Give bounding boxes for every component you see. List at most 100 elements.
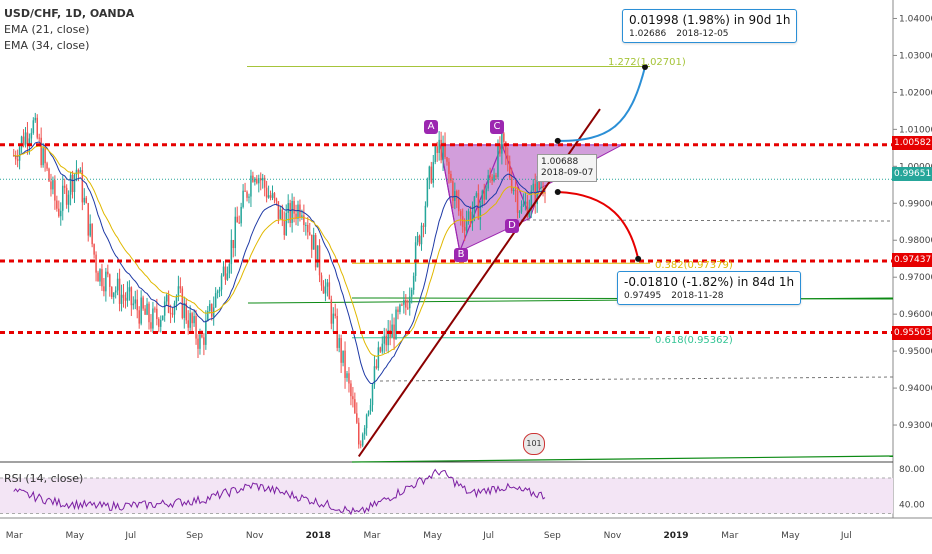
candle-body xyxy=(273,193,276,199)
x-tick-label: Mar xyxy=(364,531,381,541)
candle-body xyxy=(430,166,433,183)
pattern-point-a[interactable]: A xyxy=(424,120,438,134)
candle-body xyxy=(116,278,119,291)
candle-body xyxy=(146,303,148,315)
candle-body xyxy=(101,269,103,287)
candle-body xyxy=(14,155,17,160)
candle-body xyxy=(287,203,289,213)
candle-body xyxy=(334,313,336,316)
candle-body xyxy=(381,343,384,352)
candle-body xyxy=(508,161,511,178)
fib-382-label: 0.382(0.97379) xyxy=(655,260,733,271)
pattern-point-d[interactable]: D xyxy=(505,219,519,233)
price-axis-bg xyxy=(893,0,932,550)
projection-down-main: -0.01810 (-1.82%) in 84d 1h xyxy=(624,275,795,289)
event-badge-icon[interactable]: 101 xyxy=(523,433,545,455)
candle-body xyxy=(148,303,150,323)
candle-body xyxy=(354,399,356,414)
candle-body xyxy=(340,338,342,363)
candle-body xyxy=(263,177,266,188)
candle-body xyxy=(261,177,264,181)
projection-up-arrow xyxy=(557,66,646,142)
candle-body xyxy=(65,187,68,205)
candle-body xyxy=(434,146,436,163)
candle-body xyxy=(197,338,199,349)
candle-body xyxy=(126,291,129,301)
candle-body xyxy=(532,183,535,191)
candle-body xyxy=(54,180,56,201)
candle-body xyxy=(236,216,238,223)
candle-body xyxy=(348,373,350,384)
projection-down-price: 0.97495 xyxy=(624,291,662,301)
candle-body xyxy=(493,175,495,181)
projection-up-callout[interactable]: 0.01998 (1.98%) in 90d 1h 1.02686 2018-12… xyxy=(622,9,798,43)
candle-body xyxy=(83,197,86,203)
y-tick-label: 1.02000 xyxy=(899,88,932,98)
pattern-point-c[interactable]: C xyxy=(490,120,504,134)
x-tick-label: May xyxy=(423,531,442,541)
candle-body xyxy=(140,297,142,324)
candle-body xyxy=(150,322,152,329)
candle-body xyxy=(463,226,466,231)
candle-body xyxy=(501,133,503,154)
pattern-point-b[interactable]: B xyxy=(454,248,468,262)
green-base-line xyxy=(351,455,894,463)
candle-body xyxy=(297,204,299,219)
x-tick-label: Sep xyxy=(544,531,561,541)
candle-body xyxy=(112,292,115,298)
candle-body xyxy=(289,203,291,223)
candle-body xyxy=(426,179,429,206)
candle-body xyxy=(344,350,346,378)
candle-body xyxy=(309,232,311,235)
candle-body xyxy=(73,174,76,192)
projection-up-price: 1.02686 xyxy=(629,29,667,39)
candle-body xyxy=(187,320,189,328)
candle-body xyxy=(50,181,52,190)
candle-body xyxy=(259,178,262,181)
candle-body xyxy=(277,201,280,219)
candle-body xyxy=(138,310,140,324)
candle-body xyxy=(234,216,237,249)
candle-body xyxy=(224,266,227,280)
candle-body xyxy=(110,286,113,298)
candle-body xyxy=(410,289,413,297)
candle-body xyxy=(391,324,393,338)
candle-body xyxy=(428,166,431,180)
projection-down-callout[interactable]: -0.01810 (-1.82%) in 84d 1h 0.97495 2018-… xyxy=(617,271,802,305)
candle-body xyxy=(438,139,440,153)
candle-body xyxy=(120,294,123,304)
candle-body xyxy=(479,204,482,220)
candle-body xyxy=(230,239,233,265)
candle-body xyxy=(403,299,405,305)
candle-body xyxy=(24,132,27,146)
candle-body xyxy=(359,444,362,446)
candle-body xyxy=(332,313,335,324)
candle-body xyxy=(154,308,156,310)
candle-body xyxy=(295,213,297,219)
candle-body xyxy=(20,136,23,148)
candle-body xyxy=(242,190,244,207)
candle-body xyxy=(497,144,499,177)
candle-body xyxy=(510,177,513,192)
candle-body xyxy=(338,338,340,348)
candle-body xyxy=(516,191,519,213)
candle-body xyxy=(216,291,219,294)
price-box-date: 2018-09-07 xyxy=(541,168,594,178)
x-tick-label: 2019 xyxy=(663,531,688,541)
candle-body xyxy=(459,211,462,217)
candle-body xyxy=(214,293,217,308)
candle-body xyxy=(122,294,125,298)
candle-body xyxy=(89,223,91,236)
chart-legend: USD/CHF, 1D, OANDA EMA (21, close) EMA (… xyxy=(4,6,134,54)
candle-body xyxy=(377,347,380,368)
candle-body xyxy=(397,309,399,312)
candle-body xyxy=(165,294,168,302)
candle-body xyxy=(79,170,82,173)
candle-body xyxy=(420,225,423,245)
candle-body xyxy=(201,334,203,338)
candle-body xyxy=(193,316,195,324)
candle-body xyxy=(136,299,138,311)
